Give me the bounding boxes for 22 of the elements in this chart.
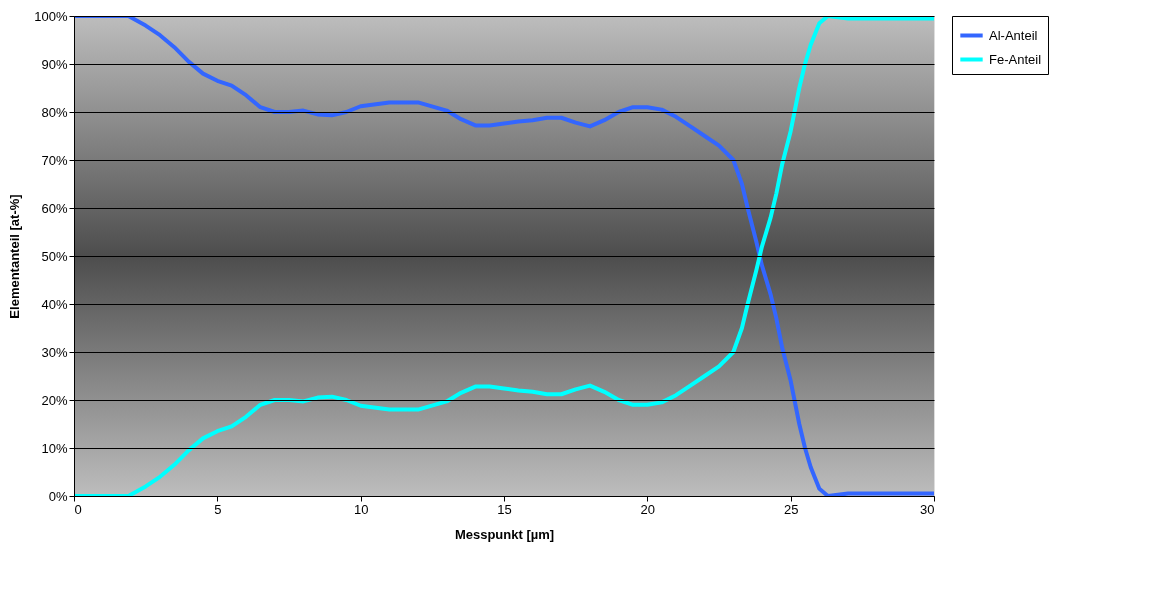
legend-label: Fe-Anteil [989, 51, 1042, 67]
x-tick-label: 20 [640, 501, 656, 517]
x-tick-label: 10 [353, 501, 369, 517]
x-tick-label: 0 [74, 501, 82, 517]
x-tick-label: 5 [214, 501, 222, 517]
y-tick-label: 0% [48, 488, 68, 504]
y-tick-label: 30% [41, 344, 68, 360]
y-tick-label: 50% [41, 248, 68, 264]
y-tick-label: 80% [41, 104, 68, 120]
x-axis-title: Messpunkt [µm] [454, 526, 555, 542]
y-tick-label: 90% [41, 56, 68, 72]
legend-label: Al-Anteil [989, 27, 1038, 43]
y-tick-label: 60% [41, 200, 68, 216]
x-tick-label: 15 [497, 501, 512, 517]
y-tick-label: 70% [41, 152, 68, 168]
x-tick-label: 30 [920, 501, 935, 517]
y-tick-label: 40% [41, 296, 68, 312]
y-tick-label: 100% [34, 8, 68, 24]
y-axis-title: Elementanteil [at-%] [7, 194, 23, 319]
y-tick-label: 10% [41, 440, 68, 456]
x-tick-label: 25 [783, 501, 799, 517]
y-tick-label: 20% [41, 392, 68, 408]
